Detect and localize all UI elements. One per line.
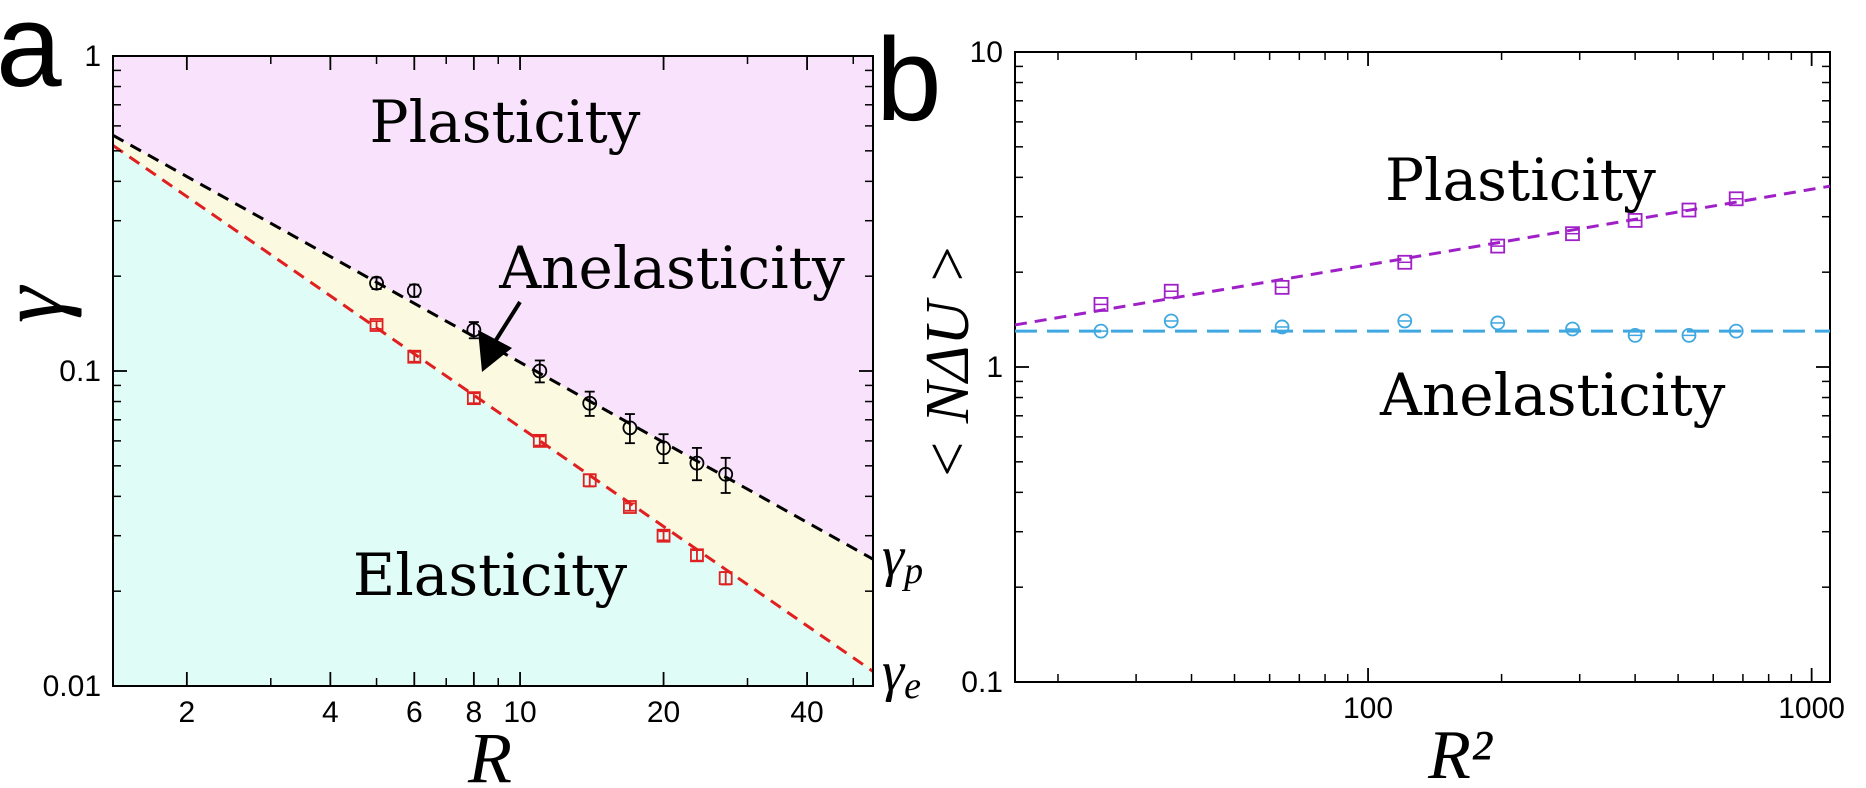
x-tick-label: 6	[406, 696, 423, 729]
plasticity-label: Plasticity	[1385, 146, 1656, 214]
plasticity-point	[1490, 238, 1506, 254]
y-tick-label: 0.1	[59, 355, 101, 388]
panel-a-letter: a	[0, 0, 62, 112]
gamma-p-fit-line	[112, 134, 874, 561]
gamma_p-point	[532, 363, 548, 379]
panel-a-chart: 2 4 6 8 10 20 40 1 0.1 0.01 Plasticity Anelasticity…	[0, 40, 923, 788]
plasticity-label: Plasticity	[370, 88, 641, 156]
panel-b-chart: 100 1000 10 1 0.1 Plasticity Anelasticity R² < N…	[914, 36, 1845, 788]
gamma_e-point	[656, 528, 671, 543]
gamma_e-point	[466, 391, 481, 406]
y-tick-label: 1	[84, 40, 101, 73]
gamma_e-point	[623, 500, 637, 514]
gamma_p-point	[656, 440, 671, 456]
x-tick-label: 10	[503, 696, 536, 729]
anelasticity-point	[1627, 327, 1643, 343]
anelasticity-point	[1490, 315, 1506, 331]
x-tick-label: 40	[790, 696, 823, 729]
x-tick-label: 1000	[1778, 692, 1845, 725]
x-tick-label: 4	[322, 696, 339, 729]
y-axis-label: γ	[0, 284, 82, 323]
gamma_e-point	[718, 571, 733, 586]
plasticity-point	[1397, 254, 1413, 270]
gamma-e-label: γe	[882, 641, 921, 707]
plasticity-point	[1274, 279, 1290, 295]
anelasticity-region	[113, 135, 873, 672]
arrow-shaft	[494, 300, 522, 342]
plasticity-point	[1093, 297, 1109, 312]
gamma_e-point	[690, 548, 704, 563]
gamma-e-fit-line	[112, 144, 874, 673]
y-tick-label: 10	[970, 36, 1003, 69]
gamma_p-point	[689, 455, 705, 471]
x-axis-label: R	[467, 718, 512, 788]
gamma_e-point	[532, 433, 547, 448]
elasticity-region	[113, 145, 873, 686]
anelasticity-point	[1093, 323, 1109, 339]
y-axis-label: < NΔU >	[914, 243, 982, 480]
anelasticity-point	[1397, 313, 1413, 329]
panel-b-letter: b	[876, 14, 942, 146]
plasticity-point	[1728, 191, 1744, 207]
gamma_p-point	[466, 322, 482, 338]
y-tick-label: 0.01	[43, 670, 101, 703]
gamma_p-point	[369, 275, 384, 291]
anelasticity-point	[1565, 321, 1580, 337]
anelasticity-point	[1728, 323, 1744, 339]
gamma_p-point	[582, 395, 598, 411]
gamma_p-point	[406, 283, 422, 298]
anelasticity-point	[1681, 327, 1697, 343]
x-tick-label: 8	[466, 696, 483, 729]
anelasticity-point	[1274, 319, 1290, 335]
gamma_e-point	[407, 349, 422, 364]
y-tick-label: 1	[986, 351, 1003, 384]
arrow-head	[478, 330, 512, 372]
x-tick-label: 2	[179, 696, 196, 729]
y-tick-label: 0.1	[961, 666, 1003, 699]
gamma-p-label: γp	[882, 526, 923, 592]
plasticity-point	[1681, 202, 1697, 218]
elasticity-label: Elasticity	[353, 541, 627, 609]
gamma_e-point	[369, 318, 384, 332]
x-axis-label: R²	[1427, 717, 1493, 788]
gamma_p-point	[622, 420, 638, 436]
gamma_e-point	[582, 473, 597, 488]
plasticity-point	[1627, 213, 1643, 228]
x-tick-label: 20	[647, 696, 680, 729]
anelasticity-point	[1163, 313, 1179, 329]
x-tick-label: 100	[1343, 692, 1393, 725]
anelasticity-label: Anelasticity	[498, 234, 845, 302]
plasticity-point	[1565, 226, 1580, 242]
plasticity-region	[113, 56, 873, 560]
gamma_p-point	[718, 466, 734, 482]
plasticity-point	[1163, 283, 1179, 299]
anelasticity-label: Anelasticity	[1379, 361, 1726, 429]
